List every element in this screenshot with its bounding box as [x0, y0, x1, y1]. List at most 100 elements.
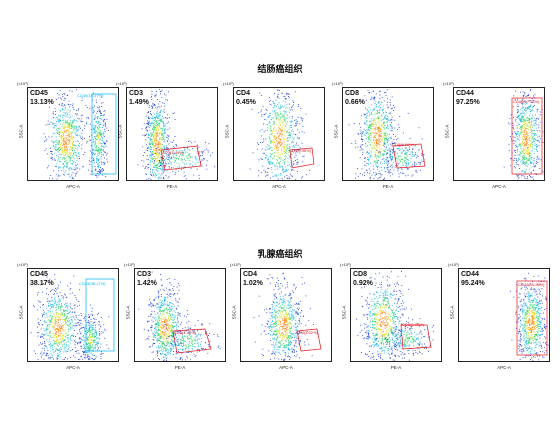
- event-dot: [291, 169, 293, 170]
- event-dot: [102, 168, 104, 170]
- event-dot: [91, 323, 93, 325]
- event-dot: [528, 159, 530, 161]
- event-dot: [46, 328, 48, 330]
- event-dot: [371, 147, 373, 149]
- event-dot: [534, 94, 536, 96]
- event-dot: [64, 154, 66, 155]
- event-dot: [73, 335, 74, 337]
- event-dot: [68, 321, 70, 323]
- event-dot: [76, 160, 78, 161]
- event-dot: [47, 335, 49, 337]
- event-dot: [63, 115, 65, 116]
- event-dot: [357, 146, 359, 148]
- event-dot: [74, 169, 75, 171]
- event-dot: [379, 147, 381, 149]
- event-dot: [523, 142, 525, 144]
- event-dot: [190, 163, 192, 165]
- event-dot: [55, 323, 57, 325]
- event-dot: [88, 350, 90, 351]
- event-dot: [276, 156, 278, 158]
- event-dot: [54, 293, 56, 295]
- event-dot: [394, 119, 396, 121]
- event-dot: [525, 102, 527, 104]
- event-dot: [60, 281, 61, 283]
- event-dot: [67, 151, 69, 153]
- event-dot: [60, 153, 62, 155]
- event-dot: [60, 337, 62, 339]
- event-dot: [45, 355, 47, 357]
- event-dot: [50, 157, 52, 159]
- event-dot: [163, 117, 164, 119]
- event-dot: [58, 336, 60, 338]
- event-dot: [374, 151, 376, 153]
- event-dot: [382, 154, 384, 156]
- event-dot: [278, 114, 280, 115]
- event-dot: [159, 151, 160, 153]
- event-dot: [70, 146, 72, 148]
- event-dot: [265, 109, 267, 110]
- event-dot: [527, 142, 528, 144]
- event-dot: [104, 162, 106, 164]
- event-dot: [383, 155, 384, 157]
- event-dot: [523, 130, 525, 132]
- event-dot: [369, 127, 371, 128]
- event-dot: [153, 156, 155, 157]
- event-dot: [525, 138, 527, 140]
- event-dot: [144, 168, 146, 169]
- event-dot: [68, 324, 70, 326]
- event-dot: [290, 173, 291, 175]
- event-dot: [52, 351, 54, 353]
- event-dot: [186, 159, 188, 161]
- event-dot: [56, 144, 58, 146]
- event-dot: [416, 171, 418, 173]
- event-dot: [369, 120, 371, 122]
- event-dot: [153, 142, 155, 144]
- event-dot: [71, 292, 73, 294]
- event-dot: [61, 328, 63, 330]
- event-dot: [97, 145, 99, 147]
- event-dot: [43, 335, 45, 336]
- event-dot: [53, 289, 55, 291]
- event-dot: [62, 314, 64, 315]
- event-dot: [150, 164, 151, 166]
- event-dot: [70, 350, 72, 352]
- event-dot: [369, 121, 371, 123]
- event-dot: [373, 121, 374, 123]
- event-dot: [102, 353, 104, 354]
- event-dot: [68, 311, 70, 313]
- event-dot: [150, 133, 152, 135]
- event-dot: [51, 345, 53, 347]
- event-dot: [78, 322, 79, 323]
- event-dot: [380, 135, 382, 137]
- event-dot: [389, 147, 390, 149]
- event-dot: [156, 147, 158, 149]
- event-dot: [72, 142, 74, 143]
- event-dot: [379, 156, 381, 157]
- event-dot: [376, 147, 378, 149]
- event-dot: [368, 168, 370, 170]
- event-dot: [297, 116, 299, 118]
- event-dot: [159, 126, 161, 128]
- event-dot: [72, 161, 74, 163]
- event-dot: [42, 336, 43, 338]
- event-dot: [355, 143, 357, 144]
- event-dot: [510, 157, 512, 159]
- event-dot: [147, 130, 148, 132]
- event-dot: [74, 330, 75, 331]
- event-dot: [158, 168, 160, 169]
- event-dot: [279, 145, 281, 147]
- event-dot: [74, 356, 76, 358]
- event-dot: [43, 320, 45, 322]
- event-dot: [95, 170, 97, 171]
- event-dot: [49, 316, 51, 318]
- event-dot: [252, 152, 254, 154]
- event-dot: [53, 301, 55, 303]
- event-dot: [155, 107, 156, 109]
- event-dot: [43, 352, 45, 354]
- event-dot: [539, 121, 541, 123]
- event-dot: [67, 162, 69, 164]
- event-dot: [93, 127, 95, 129]
- event-dot: [407, 155, 408, 157]
- event-dot: [531, 157, 533, 158]
- event-dot: [384, 140, 386, 142]
